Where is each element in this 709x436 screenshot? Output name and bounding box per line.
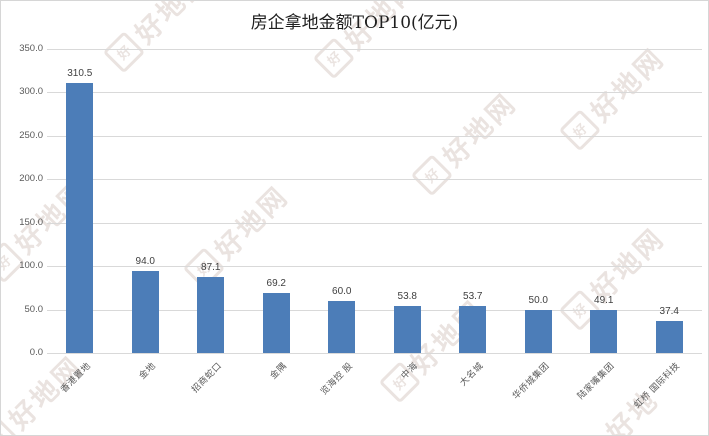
x-axis-category-label: 中海 bbox=[399, 360, 420, 381]
bar-value-label: 37.4 bbox=[659, 305, 679, 317]
watermark-logo-icon: 好 bbox=[558, 108, 601, 152]
bar-value-label: 94.0 bbox=[135, 256, 155, 268]
y-axis-tick-label: 200.0 bbox=[19, 173, 43, 185]
gridline bbox=[47, 135, 702, 137]
x-axis-category-label: 金隅 bbox=[268, 360, 289, 381]
watermark-text: 好地网 bbox=[437, 87, 524, 174]
bar bbox=[393, 306, 421, 353]
y-axis-tick-label: 150.0 bbox=[19, 216, 43, 228]
watermark-text: 好地网 bbox=[585, 42, 672, 129]
bar-value-label: 310.5 bbox=[67, 68, 93, 80]
bar-value-label: 69.2 bbox=[266, 277, 286, 289]
bar bbox=[66, 83, 94, 353]
x-axis-category-label: 陆家嘴集团 bbox=[575, 360, 617, 402]
watermark: 好好地网 bbox=[407, 83, 524, 200]
gridline bbox=[47, 222, 702, 224]
x-axis-category-label: 香港置地 bbox=[58, 360, 93, 395]
gridline bbox=[47, 49, 702, 50]
watermark-logo-icon: 好 bbox=[1, 416, 19, 435]
y-axis-tick-label: 0.0 bbox=[29, 347, 43, 358]
x-axis-category-label: 虹桥 国际科技 bbox=[632, 360, 682, 410]
y-axis-tick-label: 300.0 bbox=[19, 86, 43, 98]
y-axis-tick-label: 350.0 bbox=[19, 43, 43, 54]
watermark: 好好地网 bbox=[179, 176, 296, 293]
y-axis-tick-label: 250.0 bbox=[19, 129, 43, 141]
bar bbox=[655, 320, 683, 353]
gridline bbox=[47, 353, 702, 354]
y-axis-tick-label: 100.0 bbox=[19, 260, 43, 272]
chart-title: 房企拿地金额TOP10(亿元) bbox=[250, 13, 459, 33]
bar-value-label: 53.8 bbox=[397, 291, 417, 303]
bar bbox=[328, 300, 356, 353]
bar bbox=[524, 309, 552, 353]
watermark-logo-icon: 好 bbox=[102, 30, 145, 74]
x-axis-category-label: 金地 bbox=[137, 360, 158, 381]
gridline bbox=[47, 309, 702, 311]
bar-value-label: 53.7 bbox=[463, 291, 483, 303]
bar-value-label: 87.1 bbox=[201, 262, 221, 274]
gridline bbox=[47, 92, 702, 94]
watermark-text: 好地网 bbox=[601, 384, 672, 436]
bar-value-label: 60.0 bbox=[332, 285, 352, 297]
bar bbox=[131, 271, 159, 353]
bar bbox=[590, 310, 618, 353]
x-axis-category-label: 华侨城集团 bbox=[510, 360, 551, 402]
gridline bbox=[47, 179, 702, 181]
watermark-text: 好地网 bbox=[3, 350, 90, 436]
watermark-logo-icon: 好 bbox=[312, 36, 355, 80]
watermark-text: 好地网 bbox=[209, 180, 296, 267]
x-axis-category-label: 招商蛇口 bbox=[189, 360, 224, 395]
x-axis-category-label: 大名城 bbox=[458, 360, 486, 388]
bar-value-label: 49.1 bbox=[594, 295, 614, 307]
x-axis-category-label: 览海控 股 bbox=[318, 360, 355, 397]
bar bbox=[262, 292, 290, 353]
y-axis-tick-label: 50.0 bbox=[24, 303, 44, 315]
bar bbox=[459, 306, 487, 353]
watermark-logo-icon: 好 bbox=[410, 153, 453, 197]
gridline bbox=[47, 266, 702, 268]
bar bbox=[197, 277, 225, 353]
bar-value-label: 50.0 bbox=[528, 294, 548, 306]
